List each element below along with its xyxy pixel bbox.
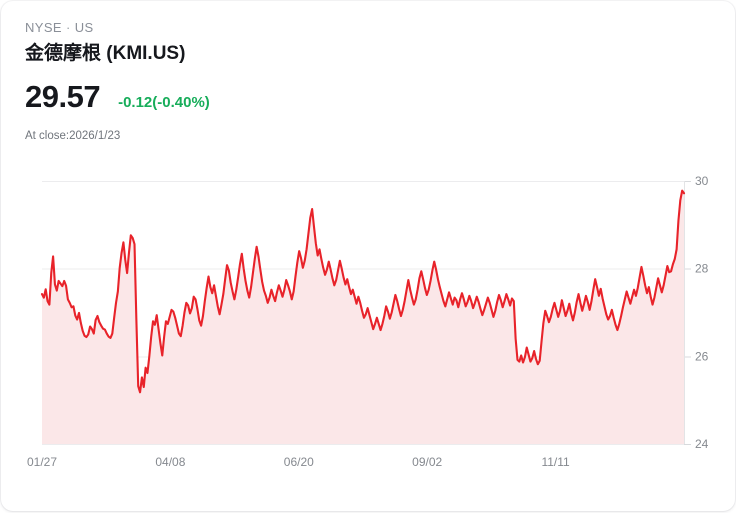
- chart-line: [40, 189, 686, 394]
- x-axis-tick-label: 01/27: [27, 455, 57, 469]
- exchange-label: NYSE: [25, 20, 63, 35]
- y-axis-tick-label: 26: [695, 349, 709, 363]
- y-axis-tick-label: 30: [695, 174, 709, 188]
- page-title: 金德摩根 (KMI.US): [25, 43, 186, 64]
- x-axis-labels: 01/27 04/08 06/20 09/02 11/11: [27, 455, 570, 469]
- market-status-note: At close:2026/1/23: [25, 130, 121, 142]
- quote-header: NYSE · US 金德摩根 (KMI.US) 29.57 -0.12(-0.40%…: [25, 19, 685, 144]
- price-change: -0.12(-0.40%): [118, 94, 210, 111]
- x-axis-tick-label: 09/02: [412, 455, 442, 469]
- price-row: 29.57 -0.12(-0.40%): [25, 79, 685, 115]
- y-axis-labels: 30 28 26 24: [695, 174, 709, 451]
- separator-dot: ·: [66, 20, 71, 35]
- x-axis-tick-label: 11/11: [541, 455, 570, 469]
- y-axis-tick-label: 24: [695, 437, 709, 451]
- last-price: 29.57: [25, 79, 101, 114]
- y-axis-tick-label: 28: [695, 262, 709, 276]
- x-axis-tick-label: 04/08: [155, 455, 185, 469]
- x-axis-tick-label: 06/20: [284, 455, 314, 469]
- exchange-region-line: NYSE · US: [25, 19, 685, 37]
- region-label: US: [74, 20, 94, 35]
